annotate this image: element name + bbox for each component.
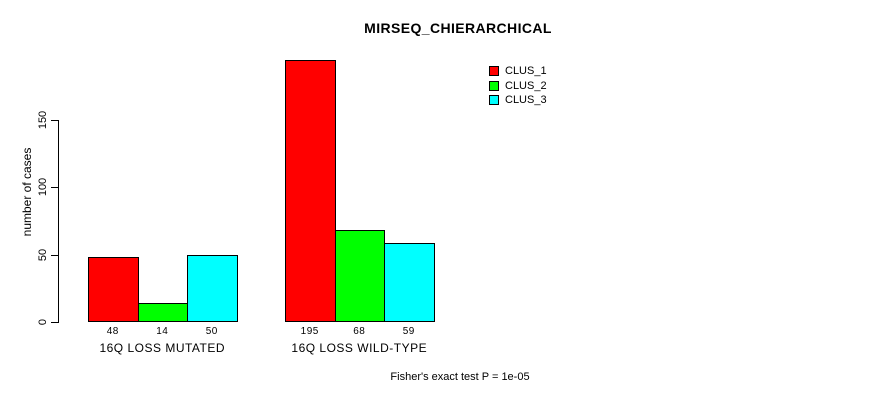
y-axis-tick-label: 0 — [37, 318, 49, 326]
category-label: 16Q LOSS MUTATED — [99, 341, 226, 355]
bar-clus_2-group2 — [334, 230, 385, 322]
clus_1-color-swatch — [489, 66, 499, 77]
legend: CLUS_1 CLUS_2 CLUS_3 — [489, 64, 547, 108]
y-axis-tick-label: 50 — [37, 248, 49, 261]
bar-clus_1-group2 — [285, 59, 336, 322]
category-label: 16Q LOSS WILD-TYPE — [291, 341, 428, 355]
y-axis-tick-label: 150 — [37, 110, 49, 130]
bar-value-label: 59 — [402, 326, 415, 337]
bar-value-label: 195 — [300, 326, 319, 337]
bar-value-label: 68 — [353, 326, 366, 337]
y-axis-line — [58, 120, 59, 323]
fisher-test-annotation: Fisher's exact test P = 1e-05 — [390, 371, 530, 383]
legend-item: CLUS_1 — [489, 64, 547, 79]
legend-item: CLUS_3 — [489, 93, 547, 108]
bar-clus_1-group1 — [88, 257, 139, 322]
bar-value-label: 50 — [205, 326, 218, 337]
bar-clus_2-group1 — [137, 303, 188, 322]
y-axis-tick-label: 100 — [37, 178, 49, 197]
legend-item-label: CLUS_2 — [505, 79, 547, 92]
legend-item: CLUS_2 — [489, 79, 547, 94]
y-axis-label: number of cases — [20, 147, 34, 237]
y-axis-tick — [51, 120, 58, 122]
clus_2-color-swatch — [489, 80, 499, 91]
legend-item-label: CLUS_1 — [505, 65, 547, 78]
legend-item-label: CLUS_3 — [505, 94, 547, 107]
chart-title: MIRSEQ_CHIERARCHICAL — [364, 20, 552, 36]
y-axis-tick — [51, 187, 58, 189]
clus_3-color-swatch — [489, 95, 499, 106]
bar-clus_3-group2 — [384, 242, 435, 322]
bar-value-label: 14 — [156, 326, 169, 337]
bar-value-label: 48 — [106, 326, 119, 337]
y-axis-tick — [51, 254, 58, 256]
bar-clus_3-group1 — [187, 254, 238, 322]
y-axis-tick — [51, 322, 58, 323]
